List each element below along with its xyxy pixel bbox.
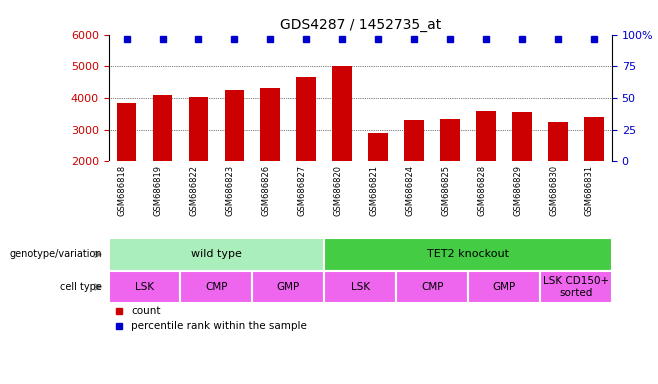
Text: GSM686831: GSM686831: [585, 165, 594, 216]
Bar: [468, 271, 540, 303]
Text: LSK: LSK: [135, 282, 154, 292]
Bar: [189, 97, 209, 161]
Bar: [396, 271, 468, 303]
Bar: [584, 117, 604, 161]
Text: cell type: cell type: [60, 282, 102, 292]
Bar: [404, 120, 424, 161]
Text: GSM686827: GSM686827: [297, 165, 307, 216]
Bar: [116, 103, 136, 161]
Bar: [153, 95, 172, 161]
Bar: [253, 271, 324, 303]
Bar: [440, 119, 460, 161]
Text: GSM686826: GSM686826: [261, 165, 270, 216]
Text: GSM686830: GSM686830: [549, 165, 558, 216]
Text: CMP: CMP: [205, 282, 228, 292]
Bar: [368, 133, 388, 161]
Text: CMP: CMP: [421, 282, 443, 292]
Text: GSM686822: GSM686822: [190, 165, 199, 216]
Text: GSM686824: GSM686824: [405, 165, 414, 216]
Bar: [476, 111, 496, 161]
Bar: [109, 271, 180, 303]
Bar: [297, 77, 316, 161]
Text: LSK CD150+
sorted: LSK CD150+ sorted: [543, 276, 609, 298]
Bar: [109, 238, 324, 271]
Text: GSM686825: GSM686825: [441, 165, 450, 216]
Text: count: count: [131, 306, 161, 316]
Bar: [324, 271, 396, 303]
Text: GSM686818: GSM686818: [118, 165, 126, 216]
Bar: [332, 66, 352, 161]
Text: LSK: LSK: [351, 282, 370, 292]
Text: wild type: wild type: [191, 249, 242, 260]
Bar: [512, 112, 532, 161]
Bar: [324, 238, 612, 271]
Bar: [261, 88, 280, 161]
Text: GSM686819: GSM686819: [153, 165, 163, 216]
Text: GSM686820: GSM686820: [334, 165, 342, 216]
Bar: [224, 90, 244, 161]
Bar: [180, 271, 253, 303]
Text: GSM686823: GSM686823: [226, 165, 234, 216]
Text: GSM686821: GSM686821: [369, 165, 378, 216]
Text: genotype/variation: genotype/variation: [9, 249, 102, 260]
Text: GSM686828: GSM686828: [477, 165, 486, 216]
Title: GDS4287 / 1452735_at: GDS4287 / 1452735_at: [280, 18, 441, 32]
Text: GMP: GMP: [492, 282, 516, 292]
Text: percentile rank within the sample: percentile rank within the sample: [131, 321, 307, 331]
Text: TET2 knockout: TET2 knockout: [427, 249, 509, 260]
Text: GMP: GMP: [277, 282, 300, 292]
Text: GSM686829: GSM686829: [513, 165, 522, 216]
Bar: [548, 122, 568, 161]
Bar: [540, 271, 612, 303]
